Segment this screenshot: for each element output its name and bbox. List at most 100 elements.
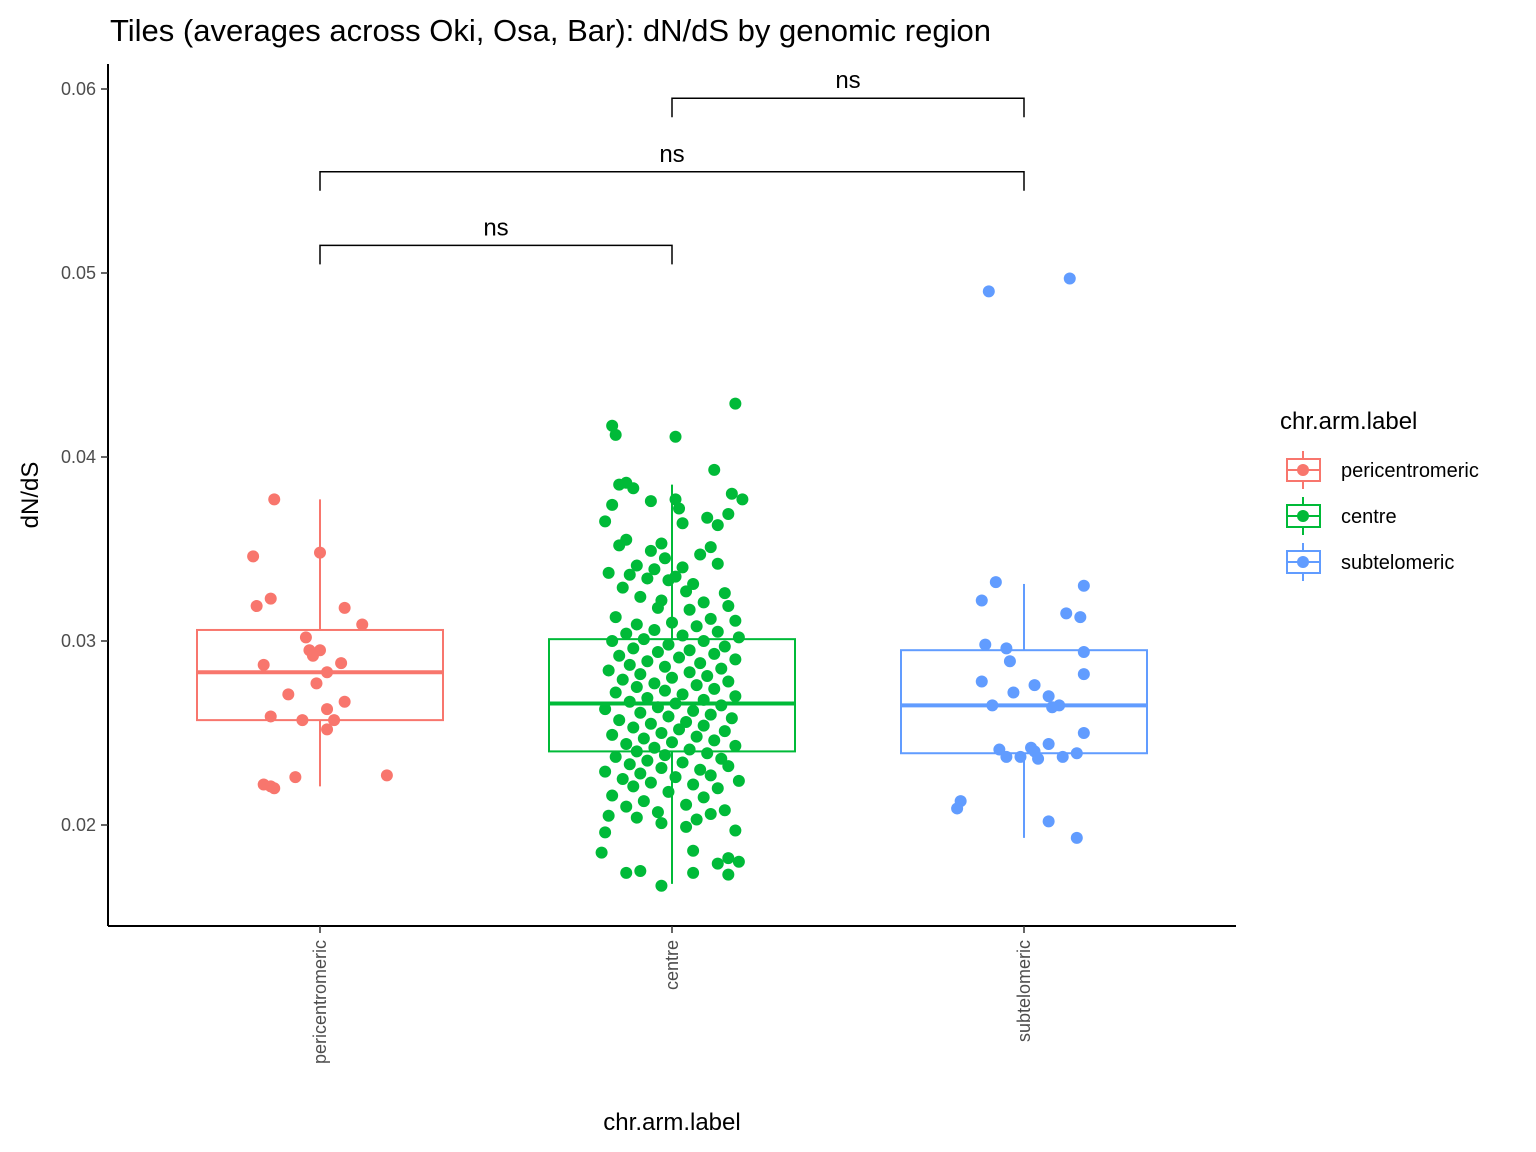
data-point <box>673 502 686 515</box>
data-point <box>715 662 728 675</box>
data-point <box>690 679 703 692</box>
data-point <box>634 668 647 681</box>
data-point <box>687 844 700 857</box>
data-point <box>729 397 742 410</box>
data-point <box>658 684 671 697</box>
data-point <box>620 627 633 640</box>
data-point <box>648 677 661 690</box>
data-point <box>250 600 263 613</box>
data-point <box>609 750 622 763</box>
data-point <box>602 664 615 677</box>
data-point <box>634 590 647 603</box>
data-point <box>708 682 721 695</box>
data-point <box>641 572 654 585</box>
data-point <box>321 703 334 716</box>
data-point <box>306 649 319 662</box>
data-point <box>680 820 693 833</box>
data-point <box>299 631 312 644</box>
x-axis-title: chr.arm.label <box>603 1109 740 1136</box>
data-point <box>630 811 643 824</box>
data-point <box>1070 747 1083 760</box>
data-point <box>975 594 988 607</box>
data-point <box>1077 727 1090 739</box>
x-tick-label: pericentromeric <box>310 940 330 1064</box>
data-point <box>697 635 710 647</box>
data-point <box>729 614 742 627</box>
data-point <box>644 717 657 730</box>
data-point <box>606 498 619 511</box>
data-point <box>655 879 668 892</box>
data-point <box>725 487 738 500</box>
data-point <box>257 658 270 671</box>
data-point <box>683 743 696 756</box>
data-point <box>697 596 710 609</box>
data-point <box>644 544 657 557</box>
data-point <box>623 695 636 708</box>
data-point <box>356 618 369 631</box>
data-point <box>658 749 671 762</box>
data-point <box>680 798 693 811</box>
y-tick-label: 0.05 <box>61 263 96 283</box>
data-point <box>683 644 696 657</box>
data-point <box>627 721 640 734</box>
data-point <box>989 576 1002 589</box>
data-point <box>729 653 742 666</box>
data-point <box>655 817 668 830</box>
legend-label: centre <box>1341 506 1397 528</box>
data-point <box>694 548 707 561</box>
data-point <box>613 539 626 552</box>
data-point <box>722 508 735 521</box>
data-point <box>982 285 995 298</box>
data-point <box>282 688 295 701</box>
data-point <box>627 642 640 655</box>
data-point <box>641 692 654 705</box>
comparison-bracket <box>671 97 1025 118</box>
data-point <box>680 585 693 598</box>
data-point <box>380 769 393 782</box>
significance-label: ns <box>659 141 684 168</box>
data-point <box>708 647 721 660</box>
data-point <box>708 734 721 747</box>
data-point <box>599 765 612 778</box>
data-point <box>687 778 700 791</box>
data-point <box>683 603 696 616</box>
data-point <box>701 747 714 760</box>
data-point <box>658 552 671 565</box>
data-point <box>623 658 636 671</box>
legend-item: subtelomeric <box>1286 543 1454 581</box>
data-point <box>975 675 988 688</box>
data-point <box>986 699 999 712</box>
data-point <box>613 649 626 662</box>
x-tick-label: subtelomeric <box>1014 940 1034 1042</box>
plot-area <box>196 272 1148 892</box>
data-point <box>722 760 735 773</box>
data-point <box>644 495 657 508</box>
data-point <box>1074 611 1087 624</box>
data-point <box>599 515 612 528</box>
data-point <box>676 517 689 530</box>
boxplot-pericentromeric <box>196 493 444 795</box>
data-point <box>729 690 742 703</box>
data-point <box>599 703 612 716</box>
data-point <box>641 655 654 668</box>
data-point <box>609 686 622 699</box>
comparison-bracket <box>319 171 1025 191</box>
data-point <box>690 813 703 826</box>
data-point <box>310 677 323 690</box>
data-point <box>690 620 703 633</box>
data-point <box>1077 646 1090 659</box>
data-point <box>328 714 341 727</box>
data-point <box>321 666 334 679</box>
significance-label: ns <box>835 67 860 94</box>
data-point <box>673 651 686 664</box>
data-point <box>1003 655 1016 668</box>
data-point <box>268 782 281 795</box>
data-point <box>606 635 619 647</box>
data-point <box>697 791 710 804</box>
data-point <box>648 741 661 754</box>
data-point <box>701 511 714 524</box>
data-point <box>718 804 731 817</box>
data-point <box>651 646 664 659</box>
data-point <box>1063 272 1076 285</box>
data-point <box>613 478 626 491</box>
